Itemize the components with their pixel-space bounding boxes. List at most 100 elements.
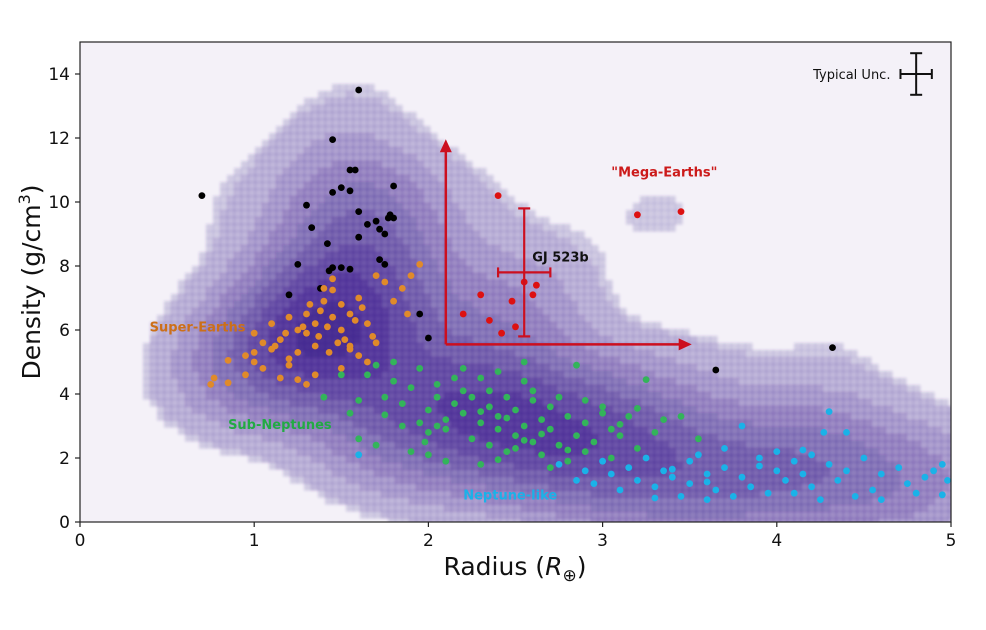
density-cell xyxy=(794,511,802,519)
density-cell xyxy=(234,203,242,211)
density-cell xyxy=(871,497,879,505)
density-cell xyxy=(416,441,424,449)
density-cell xyxy=(234,350,242,358)
data-point xyxy=(477,291,485,299)
density-cell xyxy=(192,294,200,302)
density-cell xyxy=(892,497,900,505)
density-cell xyxy=(360,273,368,281)
density-cell xyxy=(346,399,354,407)
density-cell xyxy=(444,280,452,288)
density-cell xyxy=(913,413,921,421)
density-cell xyxy=(437,217,445,225)
density-cell xyxy=(164,350,172,358)
density-cell xyxy=(311,287,319,295)
density-cell xyxy=(248,455,256,463)
density-cell xyxy=(493,364,501,372)
data-point xyxy=(573,432,580,439)
density-cell xyxy=(388,252,396,260)
density-cell xyxy=(563,287,571,295)
density-cell xyxy=(367,287,375,295)
density-cell xyxy=(227,266,235,274)
density-cell xyxy=(752,469,760,477)
density-cell xyxy=(675,217,683,225)
density-cell xyxy=(906,490,914,498)
density-cell xyxy=(430,350,438,358)
density-cell xyxy=(493,217,501,225)
density-cell xyxy=(346,105,354,113)
density-cell xyxy=(220,259,228,267)
density-cell xyxy=(591,252,599,260)
density-cell xyxy=(591,420,599,428)
density-cell xyxy=(563,399,571,407)
density-cell xyxy=(465,399,473,407)
density-cell xyxy=(787,420,795,428)
density-cell xyxy=(633,420,641,428)
density-cell xyxy=(339,154,347,162)
density-cell xyxy=(451,322,459,330)
density-cell xyxy=(514,259,522,267)
density-cell xyxy=(220,350,228,358)
density-cell xyxy=(367,329,375,337)
data-point xyxy=(459,387,467,395)
density-cell xyxy=(178,357,186,365)
density-cell xyxy=(864,406,872,414)
density-cell xyxy=(262,280,270,288)
density-cell xyxy=(192,357,200,365)
density-cell xyxy=(689,378,697,386)
density-cell xyxy=(297,413,305,421)
density-cell xyxy=(759,441,767,449)
density-cell xyxy=(325,378,333,386)
density-cell xyxy=(507,224,515,232)
density-cell xyxy=(395,434,403,442)
density-cell xyxy=(948,497,951,505)
density-cell xyxy=(206,294,214,302)
density-cell xyxy=(682,329,690,337)
density-cell xyxy=(703,350,711,358)
density-cell xyxy=(535,483,543,491)
density-cell xyxy=(199,434,207,442)
density-cell xyxy=(388,140,396,148)
density-cell xyxy=(759,434,767,442)
density-cell xyxy=(682,385,690,393)
density-cell xyxy=(892,420,900,428)
density-cell xyxy=(857,392,865,400)
density-cell xyxy=(388,301,396,309)
density-cell xyxy=(465,497,473,505)
density-cell xyxy=(339,455,347,463)
density-cell xyxy=(374,455,382,463)
density-cell xyxy=(297,161,305,169)
density-cell xyxy=(682,336,690,344)
density-cell xyxy=(395,105,403,113)
density-cell xyxy=(647,217,655,225)
density-cell xyxy=(367,483,375,491)
density-cell xyxy=(479,518,487,522)
density-cell xyxy=(213,434,221,442)
density-cell xyxy=(864,483,872,491)
density-cell xyxy=(521,203,529,211)
density-cell xyxy=(332,196,340,204)
density-cell xyxy=(507,315,515,323)
data-point xyxy=(459,310,467,318)
density-cell xyxy=(388,322,396,330)
density-cell xyxy=(612,413,620,421)
density-cell xyxy=(332,168,340,176)
density-cell xyxy=(647,399,655,407)
density-cell xyxy=(661,329,669,337)
density-cell xyxy=(409,112,417,120)
density-cell xyxy=(276,273,284,281)
density-cell xyxy=(570,329,578,337)
density-cell xyxy=(500,476,508,484)
density-cell xyxy=(430,336,438,344)
density-cell xyxy=(353,469,361,477)
data-point xyxy=(721,464,728,471)
density-cell xyxy=(318,469,326,477)
density-cell xyxy=(689,399,697,407)
density-cell xyxy=(416,455,424,463)
density-cell xyxy=(535,350,543,358)
data-point xyxy=(294,261,302,268)
density-cell xyxy=(710,420,718,428)
density-cell xyxy=(451,252,459,260)
density-cell xyxy=(563,308,571,316)
density-cell xyxy=(402,364,410,372)
density-cell xyxy=(927,406,935,414)
